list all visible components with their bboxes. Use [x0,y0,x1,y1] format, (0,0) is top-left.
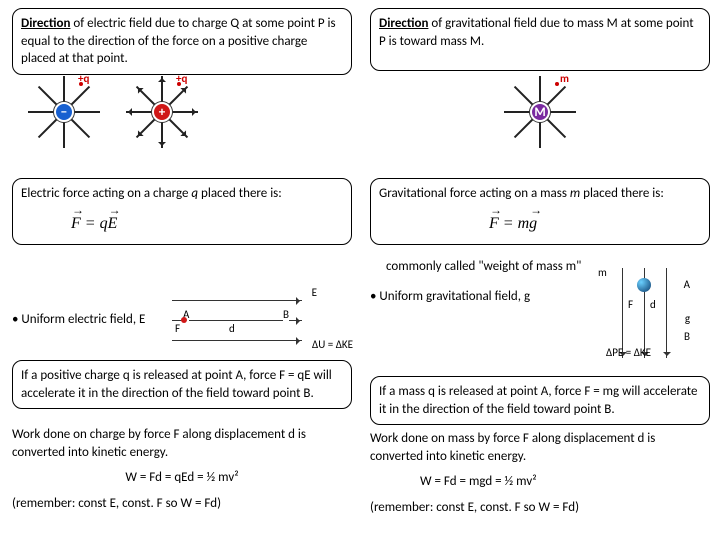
uniform-e-label: • Uniform electric field, E [12,311,167,329]
electric-remember: (remember: const E, const. F so W = Fd) [12,495,352,513]
electric-force-formula: F = qE [21,203,343,239]
grav-direction-title: Direction [379,16,428,31]
negative-charge-icon: − [54,102,74,122]
electric-force-card: Electric force acting on a charge q plac… [12,178,352,245]
electric-direction-card: Direction of electric field due to charg… [12,8,352,75]
force-text-1: Electric force acting on a charge [21,186,191,201]
grav-force-card: Gravitational force acting on a mass m p… [370,178,710,245]
mass-diagram: m M [500,72,580,152]
electric-work-text: Work done on charge by force F along dis… [12,426,352,461]
grav-remember: (remember: const E, const. F so W = Fd) [370,499,710,517]
grav-force-formula: F = mg [379,203,701,239]
electric-work-eq: W = Fd = qEd = ½ mv² [12,469,352,487]
weight-text: commonly called "weight of mass m" [386,259,581,274]
grav-release-card: If a mass q is released at point A, forc… [370,376,710,425]
positive-charge-diagram: +q + [122,72,202,152]
release-text: If a positive charge q is released at po… [21,367,343,402]
uniform-g-label: • Uniform gravitational field, g [370,288,610,306]
uniform-e-diagram: E A B F d ΔU = ΔKE [167,290,307,350]
mass-icon: M [530,102,550,122]
grav-direction-card: Direction of gravitational field due to … [370,8,710,71]
negative-charge-diagram: +q − [24,72,104,152]
positive-charge-icon: + [152,102,172,122]
direction-title: Direction [21,16,70,31]
uniform-g-diagram: m A B F d g ΔPE = ΔKE [610,268,680,358]
electric-release-card: If a positive charge q is released at po… [12,360,352,409]
grav-work-eq: W = Fd = mgd = ½ mv² [370,473,710,491]
grav-work-text: Work done on mass by force F along displ… [370,430,710,465]
